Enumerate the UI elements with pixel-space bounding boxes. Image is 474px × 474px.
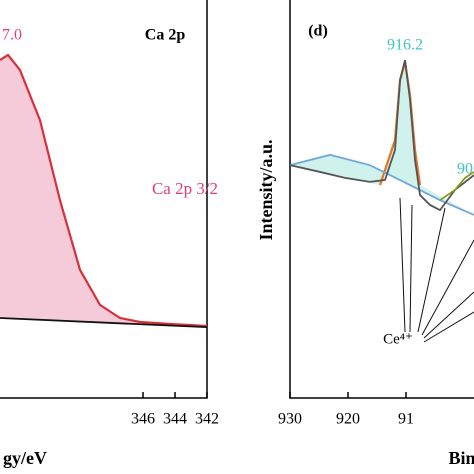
annotation: Ce⁴⁺ — [383, 331, 413, 347]
frame-right — [289, 0, 474, 399]
x-tick-label: 920 — [336, 411, 360, 428]
x-tick-label: 344 — [163, 411, 187, 428]
panel-title: (d) — [308, 23, 328, 40]
annotation: Ca 2p 3/2 — [152, 179, 218, 198]
x-axis-label: gy/eV — [3, 448, 47, 468]
x-tick-label: 930 — [278, 411, 302, 428]
x-axis-label: Bin — [448, 448, 474, 468]
x-tick-label: 91 — [398, 411, 414, 428]
y-axis-label: Intensity/a.u. — [256, 139, 276, 240]
annotation: 90 — [457, 161, 473, 178]
line — [289, 59, 474, 212]
line — [0, 317, 208, 329]
line — [0, 53, 208, 328]
frame-left — [0, 0, 208, 399]
arrows — [399, 197, 474, 343]
x-tick-label: 346 — [131, 411, 155, 428]
x-tick-label: 342 — [195, 411, 219, 428]
area-fill — [0, 54, 207, 328]
area-fill — [290, 62, 474, 215]
annotation: 916.2 — [387, 37, 423, 54]
panel-title: Ca 2p — [145, 27, 186, 44]
line — [439, 171, 474, 201]
annotation: 7.0 — [2, 27, 22, 44]
